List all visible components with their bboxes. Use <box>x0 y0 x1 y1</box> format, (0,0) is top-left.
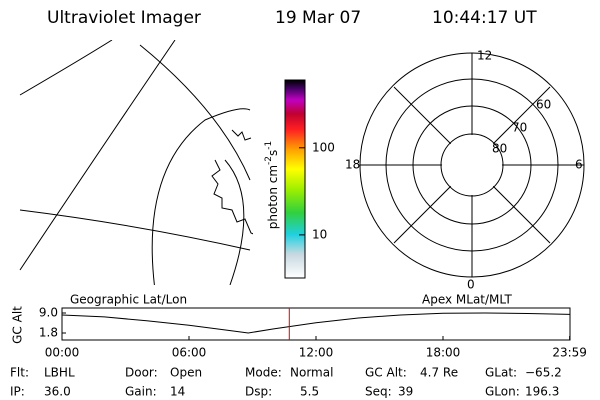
mlt-label: 6 <box>575 158 583 172</box>
colorbar-tick-label: 10 <box>312 227 327 241</box>
field-label: GC Alt: <box>365 366 407 380</box>
time: 10:44:17 UT <box>432 8 537 28</box>
mlt-label: 0 <box>467 278 475 292</box>
field-label: Seq: <box>365 385 392 399</box>
lat-label: 70 <box>512 121 527 135</box>
field-value: 5.5 <box>300 385 319 399</box>
x-tick-label: 06:00 <box>172 346 207 360</box>
map-label: Apex MLat/MLT <box>422 293 512 307</box>
field-value: 36.0 <box>44 385 71 399</box>
x-tick-label: 12:00 <box>299 346 334 360</box>
mlt-label: 12 <box>477 49 492 63</box>
unit: photon cm <box>266 165 280 229</box>
field-value: Open <box>170 366 202 380</box>
field-label: GLat: <box>485 366 517 380</box>
mlt-label: 18 <box>345 158 360 172</box>
lat-label: 60 <box>536 98 551 112</box>
altitude-line <box>61 312 571 334</box>
geographic-map <box>19 40 253 285</box>
colorbar <box>284 79 306 279</box>
field-value: LBHL <box>44 366 75 380</box>
unit: s <box>266 150 280 156</box>
field-value: 196.3 <box>525 385 559 399</box>
colorbar-label: photon cm-2s-1 <box>264 141 280 230</box>
colorbar-tick-label: 100 <box>312 140 335 154</box>
field-label: Mode: <box>245 366 282 380</box>
field-value: 39 <box>398 385 413 399</box>
x-tick-label: 18:00 <box>426 346 461 360</box>
field-label: Door: <box>125 366 158 380</box>
exponent: -2 <box>264 156 274 165</box>
field-value: −65.2 <box>525 366 562 380</box>
field-label: Dsp: <box>245 385 272 399</box>
field-label: GLon: <box>485 385 520 399</box>
title: Ultraviolet Imager <box>47 8 201 28</box>
field-label: Flt: <box>10 366 29 380</box>
altitude-ylabel: GC Alt <box>11 306 25 344</box>
field-value: Normal <box>290 366 333 380</box>
field-value: 14 <box>170 385 185 399</box>
exponent: -1 <box>264 141 274 150</box>
y-tick-label: 1.8 <box>39 326 58 340</box>
y-tick-label: 9.0 <box>39 306 58 320</box>
field-label: IP: <box>10 385 25 399</box>
map-label: Geographic Lat/Lon <box>70 293 187 307</box>
footer: Flt: LBHL Door: Open Mode: Normal GC Alt… <box>10 366 562 399</box>
x-tick-label: 23:59 <box>552 346 587 360</box>
field-label: Gain: <box>125 385 157 399</box>
date: 19 Mar 07 <box>275 8 361 28</box>
x-tick-label: 00:00 <box>45 346 80 360</box>
field-value: 4.7 Re <box>420 366 458 380</box>
lat-label: 80 <box>492 142 507 156</box>
polar-grid <box>359 52 585 278</box>
